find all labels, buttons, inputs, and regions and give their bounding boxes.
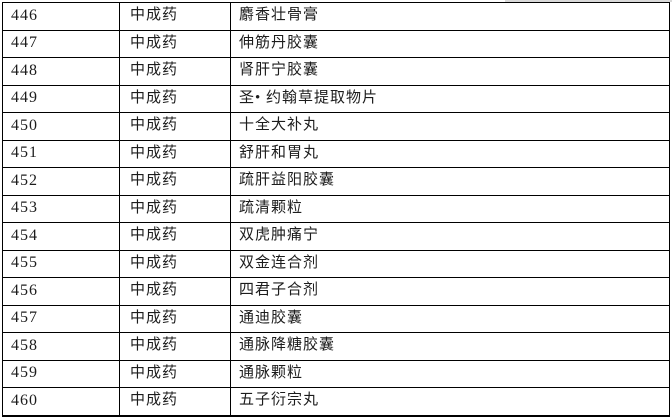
category-cell: 中成药	[119, 84, 231, 113]
table-row: 460 中成药 五子衍宗丸	[2, 387, 670, 416]
drug-name-cell: 通脉降糖胶囊	[230, 332, 670, 361]
drug-name-cell: 十全大补丸	[230, 112, 670, 141]
category-cell: 中成药	[119, 29, 231, 58]
drug-name-cell: 通脉颗粒	[230, 359, 670, 388]
drug-name-cell: 五子衍宗丸	[230, 387, 670, 416]
serial-number-cell: 453	[2, 194, 120, 223]
table-row: 450 中成药 十全大补丸	[2, 112, 670, 141]
table-row: 448 中成药 肾肝宁胶囊	[2, 57, 670, 86]
category-cell: 中成药	[119, 359, 231, 388]
drug-name-cell: 四君子合剂	[230, 277, 670, 306]
category-cell: 中成药	[119, 139, 231, 168]
category-cell: 中成药	[119, 222, 231, 251]
serial-number-cell: 452	[2, 167, 120, 196]
drug-name-cell: 麝香壮骨膏	[230, 2, 670, 31]
serial-number-cell: 448	[2, 57, 120, 86]
drug-name-cell: 通迪胶囊	[230, 304, 670, 333]
category-cell: 中成药	[119, 304, 231, 333]
serial-number-cell: 460	[2, 387, 120, 416]
category-cell: 中成药	[119, 387, 231, 416]
category-cell: 中成药	[119, 112, 231, 141]
category-cell: 中成药	[119, 194, 231, 223]
category-cell: 中成药	[119, 2, 231, 31]
category-cell: 中成药	[119, 57, 231, 86]
category-cell: 中成药	[119, 332, 231, 361]
table-row: 456 中成药 四君子合剂	[2, 277, 670, 306]
category-cell: 中成药	[119, 277, 231, 306]
table-row: 459 中成药 通脉颗粒	[2, 359, 670, 388]
drug-name-cell: 圣• 约翰草提取物片	[230, 84, 670, 113]
table-row: 449 中成药 圣• 约翰草提取物片	[2, 84, 670, 113]
table-row: 454 中成药 双虎肿痛宁	[2, 222, 670, 251]
serial-number-cell: 454	[2, 222, 120, 251]
serial-number-cell: 450	[2, 112, 120, 141]
table-row: 451 中成药 舒肝和胃丸	[2, 139, 670, 168]
drug-name-cell: 伸筋丹胶囊	[230, 29, 670, 58]
table-row: 458 中成药 通脉降糖胶囊	[2, 332, 670, 361]
serial-number-cell: 449	[2, 84, 120, 113]
table-row: 457 中成药 通迪胶囊	[2, 304, 670, 333]
table-row: 447 中成药 伸筋丹胶囊	[2, 29, 670, 58]
serial-number-cell: 457	[2, 304, 120, 333]
serial-number-cell: 456	[2, 277, 120, 306]
drug-name-cell: 疏肝益阳胶囊	[230, 167, 670, 196]
serial-number-cell: 458	[2, 332, 120, 361]
drug-name-cell: 疏清颗粒	[230, 194, 670, 223]
table-row: 452 中成药 疏肝益阳胶囊	[2, 167, 670, 196]
serial-number-cell: 451	[2, 139, 120, 168]
serial-number-cell: 455	[2, 249, 120, 278]
serial-number-cell: 459	[2, 359, 120, 388]
category-cell: 中成药	[119, 249, 231, 278]
drug-name-cell: 双金连合剂	[230, 249, 670, 278]
serial-number-cell: 447	[2, 29, 120, 58]
serial-number-cell: 446	[2, 2, 120, 31]
table-row: 453 中成药 疏清颗粒	[2, 194, 670, 223]
drug-name-cell: 舒肝和胃丸	[230, 139, 670, 168]
table-row: 446 中成药 麝香壮骨膏	[2, 2, 670, 31]
drug-name-cell: 肾肝宁胶囊	[230, 57, 670, 86]
table-row: 455 中成药 双金连合剂	[2, 249, 670, 278]
drug-name-cell: 双虎肿痛宁	[230, 222, 670, 251]
scan-edge-artifact	[505, 0, 672, 2]
category-cell: 中成药	[119, 167, 231, 196]
